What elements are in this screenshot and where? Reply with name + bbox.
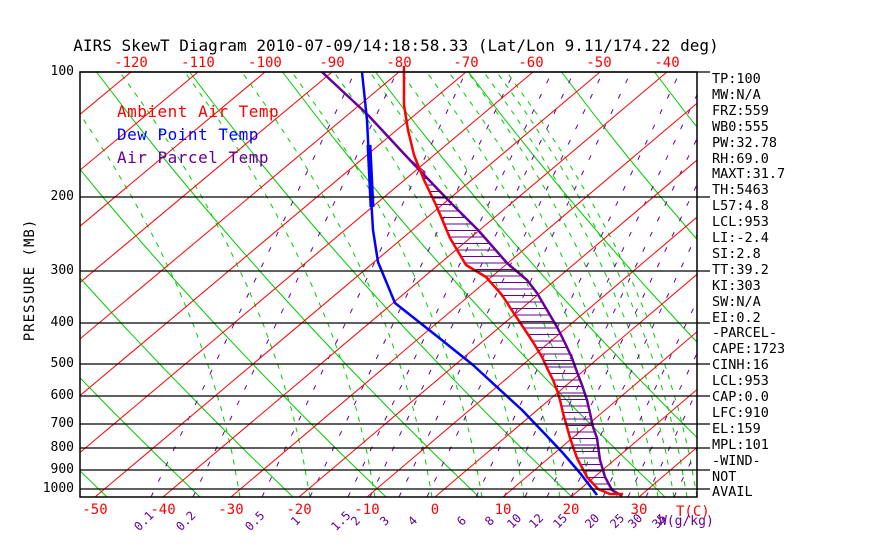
pressure-tick-label: 900 xyxy=(50,462,74,477)
stat-item: -PARCEL- xyxy=(712,325,778,342)
stat-item: RH:69.0 xyxy=(712,150,769,167)
stat-item: PW:32.78 xyxy=(712,134,778,151)
stat-item: WB0:555 xyxy=(712,118,769,135)
top-temp-tick-label: -60 xyxy=(518,55,544,71)
stat-item: LI:-2.4 xyxy=(712,230,769,246)
bottom-temp-tick-label: -50 xyxy=(82,502,108,518)
stat-item: LCL:953 xyxy=(712,373,769,390)
top-temp-tick-label: -90 xyxy=(319,55,345,71)
top-temp-tick-label: -80 xyxy=(386,55,412,71)
pressure-tick-label: 100 xyxy=(50,64,74,79)
stat-item: LFC:910 xyxy=(712,404,769,421)
stat-item: TH:5463 xyxy=(712,182,769,199)
stat-item: MPL:101 xyxy=(712,436,769,453)
stat-item: NOT xyxy=(712,468,737,485)
pressure-tick-label: 200 xyxy=(50,189,74,204)
pressure-tick-label: 700 xyxy=(50,416,74,431)
stat-item: MW:N/A xyxy=(712,86,761,103)
top-temp-tick-label: -120 xyxy=(114,55,148,71)
pressure-tick-label: 400 xyxy=(50,315,74,330)
stat-item: MAXT:31.7 xyxy=(712,166,786,183)
mixing-ratio-axis-title: W(g/kg) xyxy=(659,514,714,529)
top-temp-tick-label: -70 xyxy=(453,55,479,71)
stat-item: SI:2.8 xyxy=(712,245,761,262)
stat-item: KI:303 xyxy=(712,277,761,294)
pressure-tick-label: 600 xyxy=(50,388,74,403)
stat-item: AVAIL xyxy=(712,484,753,501)
stat-item: CAP:0.0 xyxy=(712,389,769,405)
stat-item: -WIND- xyxy=(712,452,761,469)
stat-item: L57:4.8 xyxy=(712,198,769,215)
bottom-temp-tick-label: -20 xyxy=(286,502,312,518)
bottom-temp-tick-label: -10 xyxy=(354,502,380,518)
bottom-temp-tick-label: 20 xyxy=(562,502,580,518)
bottom-temp-tick-label: -30 xyxy=(218,502,244,518)
pressure-tick-label: 300 xyxy=(50,263,74,278)
stat-item: LCL:953 xyxy=(712,214,769,231)
top-temp-tick-label: -110 xyxy=(181,55,215,71)
stat-item: FRZ:559 xyxy=(712,102,769,119)
stat-item: TP:100 xyxy=(712,71,761,87)
top-temp-tick-label: -100 xyxy=(248,55,282,71)
legend-dew-point-temp: Dew Point Temp xyxy=(117,125,259,144)
stat-item: CAPE:1723 xyxy=(712,341,786,358)
stat-item: CINH:16 xyxy=(712,357,769,374)
legend-air-parcel-temp: Air Parcel Temp xyxy=(117,148,269,167)
bottom-temp-tick-label: 30 xyxy=(630,502,648,518)
pressure-tick-label: 500 xyxy=(50,356,74,371)
stat-item: TT:39.2 xyxy=(712,261,769,278)
stat-item: EI:0.2 xyxy=(712,309,761,326)
legend-ambient-air-temp: Ambient Air Temp xyxy=(117,102,280,121)
stat-item: EL:159 xyxy=(712,420,761,437)
bottom-temp-tick-label: -40 xyxy=(150,502,176,518)
pressure-tick-label: 1000 xyxy=(42,481,74,496)
pressure-tick-label: 800 xyxy=(50,440,74,455)
top-temp-tick-label: -40 xyxy=(654,55,680,71)
chart-title: AIRS SkewT Diagram 2010-07-09/14:18:58.3… xyxy=(73,36,719,55)
temp-axis-title: T(C) xyxy=(676,504,710,520)
stat-item: SW:N/A xyxy=(712,293,761,310)
top-temp-tick-label: -50 xyxy=(586,55,612,71)
bottom-temp-tick-label: 0 xyxy=(430,502,440,518)
bottom-temp-tick-label: 10 xyxy=(494,502,512,518)
